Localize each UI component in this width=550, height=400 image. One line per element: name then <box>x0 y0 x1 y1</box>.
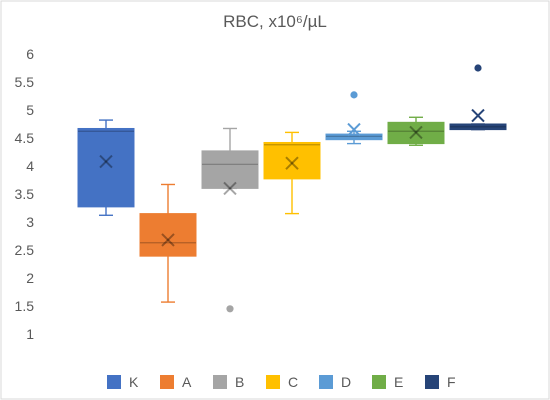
legend-swatch <box>266 375 280 389</box>
legend-swatch <box>372 375 386 389</box>
box-k <box>77 119 135 216</box>
y-axis: 1 1.5 2 2.5 3 3.5 4 4.5 5 5.5 6 <box>15 46 35 342</box>
iqr-box <box>387 121 445 145</box>
box-f <box>449 64 507 131</box>
box-d <box>325 91 383 145</box>
plot-area <box>77 64 507 313</box>
legend-label: K <box>129 374 139 390</box>
outlier-point <box>226 305 234 313</box>
legend-label: E <box>394 374 403 390</box>
y-tick-label: 2 <box>26 270 34 286</box>
mean-marker <box>471 108 485 123</box>
legend-item-d: D <box>319 374 351 390</box>
legend-item-k: K <box>107 374 139 390</box>
y-tick-label: 6 <box>26 46 34 62</box>
outlier-point <box>474 64 482 72</box>
iqr-box <box>201 150 259 189</box>
legend-swatch <box>425 375 439 389</box>
legend-swatch <box>213 375 227 389</box>
y-tick-label: 3 <box>26 214 34 230</box>
box-a <box>139 183 197 303</box>
y-tick-label: 2.5 <box>15 242 35 258</box>
iqr-box <box>449 123 507 131</box>
iqr-box <box>139 213 197 257</box>
box-e <box>387 116 445 146</box>
box-c <box>263 131 321 215</box>
legend-swatch <box>107 375 121 389</box>
y-tick-label: 5.5 <box>15 74 35 90</box>
mean-marker <box>409 125 423 140</box>
legend-item-b: B <box>213 374 244 390</box>
outlier-point <box>350 91 358 99</box>
y-tick-label: 5 <box>26 102 34 118</box>
y-tick-label: 4.5 <box>15 130 35 146</box>
legend-label: A <box>182 374 192 390</box>
y-tick-label: 1 <box>26 326 34 342</box>
box-b <box>201 127 259 313</box>
legend-swatch <box>160 375 174 389</box>
legend-item-a: A <box>160 374 192 390</box>
mean-marker <box>223 181 237 196</box>
legend-item-e: E <box>372 374 403 390</box>
y-tick-label: 4 <box>26 158 34 174</box>
legend-label: D <box>341 374 351 390</box>
mean-marker <box>99 154 113 169</box>
mean-marker <box>285 156 299 170</box>
y-tick-label: 3.5 <box>15 186 35 202</box>
iqr-box <box>263 141 321 180</box>
iqr-box <box>77 127 135 208</box>
legend-item-c: C <box>266 374 298 390</box>
legend-label: B <box>235 374 244 390</box>
legend-label: C <box>288 374 298 390</box>
legend-swatch <box>319 375 333 389</box>
mean-marker <box>161 233 175 247</box>
iqr-box <box>325 133 383 141</box>
legend-item-f: F <box>425 374 456 390</box>
y-tick-label: 1.5 <box>15 298 35 314</box>
mean-marker <box>347 122 361 137</box>
chart-title: RBC, x10⁶/µL <box>223 12 327 31</box>
legend-label: F <box>447 374 456 390</box>
